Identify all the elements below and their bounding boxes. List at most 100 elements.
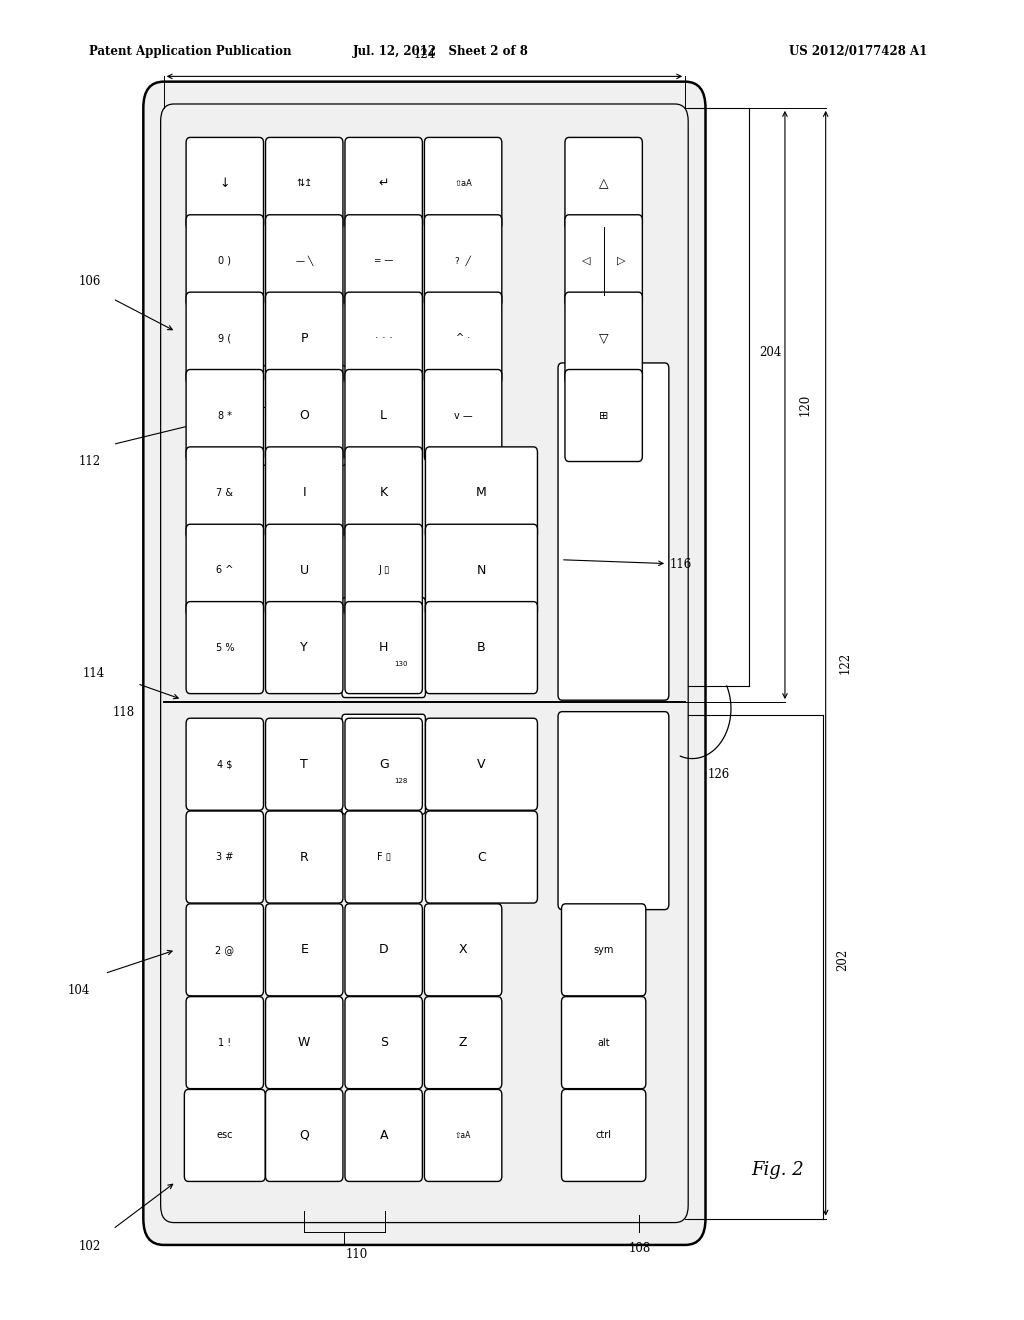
Text: 3 #: 3 # [216,851,233,862]
Text: 204: 204 [760,346,782,359]
Text: E: E [300,944,308,956]
FancyBboxPatch shape [565,292,642,384]
FancyBboxPatch shape [342,714,425,814]
FancyBboxPatch shape [424,215,502,306]
Text: Y: Y [300,642,308,655]
Text: v —: v — [454,411,472,421]
Text: M: M [476,486,486,499]
Text: 110: 110 [346,1247,369,1261]
Text: 106: 106 [78,275,100,288]
Text: ↓: ↓ [219,177,230,190]
FancyBboxPatch shape [425,447,538,539]
FancyBboxPatch shape [265,997,343,1089]
FancyBboxPatch shape [143,82,706,1245]
FancyBboxPatch shape [186,370,263,462]
Text: F ▯: F ▯ [377,851,391,862]
FancyBboxPatch shape [265,137,343,230]
Text: 5 %: 5 % [215,643,234,652]
Text: 128: 128 [394,777,408,784]
FancyBboxPatch shape [265,810,343,903]
FancyBboxPatch shape [565,137,642,230]
Text: T: T [300,758,308,771]
FancyBboxPatch shape [424,1089,502,1181]
Text: 8 *: 8 * [218,411,231,421]
Text: Patent Application Publication: Patent Application Publication [89,45,292,58]
FancyBboxPatch shape [186,292,263,384]
Text: ^ ·: ^ · [456,333,470,343]
FancyBboxPatch shape [262,366,346,466]
Text: 7 &: 7 & [216,488,233,498]
Text: 2 @: 2 @ [215,945,234,954]
FancyBboxPatch shape [186,810,263,903]
Text: US 2012/0177428 A1: US 2012/0177428 A1 [790,45,928,58]
Text: — ╲: — ╲ [296,256,313,267]
Text: L: L [380,409,387,422]
FancyBboxPatch shape [345,137,422,230]
Text: 1 !: 1 ! [218,1038,231,1048]
Text: N: N [477,564,486,577]
FancyBboxPatch shape [265,292,343,384]
Text: 126: 126 [708,768,730,781]
Text: ⇅↥: ⇅↥ [296,178,312,189]
Text: 104: 104 [68,983,90,997]
Text: S: S [380,1036,388,1049]
Text: ⊞: ⊞ [599,411,608,421]
Text: B: B [477,642,485,655]
FancyBboxPatch shape [561,997,646,1089]
FancyBboxPatch shape [265,602,343,693]
Text: ?  ╱: ? ╱ [456,256,471,267]
Text: ⇧aA: ⇧aA [455,180,472,187]
Text: ⇧aA: ⇧aA [455,1131,471,1140]
FancyBboxPatch shape [424,137,502,230]
Text: W: W [298,1036,310,1049]
FancyBboxPatch shape [342,598,425,697]
FancyBboxPatch shape [186,447,263,539]
FancyBboxPatch shape [184,1089,265,1181]
Text: I: I [302,486,306,499]
FancyBboxPatch shape [265,718,343,810]
FancyBboxPatch shape [265,524,343,616]
Text: 4 $: 4 $ [217,759,232,770]
Text: Jul. 12, 2012   Sheet 2 of 8: Jul. 12, 2012 Sheet 2 of 8 [353,45,528,58]
Text: H: H [379,642,388,655]
FancyBboxPatch shape [424,292,502,384]
FancyBboxPatch shape [424,904,502,995]
FancyBboxPatch shape [265,370,343,462]
Text: 124: 124 [414,48,435,61]
FancyBboxPatch shape [425,524,538,616]
FancyBboxPatch shape [345,215,422,306]
FancyBboxPatch shape [345,718,422,810]
FancyBboxPatch shape [186,997,263,1089]
Text: ◁: ◁ [582,256,591,265]
FancyBboxPatch shape [345,292,422,384]
Text: Fig. 2: Fig. 2 [752,1162,804,1179]
FancyBboxPatch shape [565,215,642,306]
Text: V: V [477,758,485,771]
Text: 0 ): 0 ) [218,256,231,265]
FancyBboxPatch shape [265,1089,343,1181]
Text: sym: sym [594,945,613,954]
Text: J ▯: J ▯ [378,565,389,576]
Text: X: X [459,944,467,956]
Text: ▷: ▷ [616,256,626,265]
Text: ▽: ▽ [599,331,608,345]
FancyBboxPatch shape [558,363,669,700]
Text: 9 (: 9 ( [218,333,231,343]
FancyBboxPatch shape [186,215,263,306]
FancyBboxPatch shape [424,370,502,462]
FancyBboxPatch shape [345,524,422,616]
Text: esc: esc [216,1130,233,1140]
FancyBboxPatch shape [561,904,646,995]
Text: 112: 112 [78,455,100,469]
FancyBboxPatch shape [345,810,422,903]
Text: G: G [379,758,388,771]
FancyBboxPatch shape [425,810,538,903]
FancyBboxPatch shape [265,215,343,306]
Text: 130: 130 [394,661,408,667]
Text: 102: 102 [78,1239,100,1253]
Text: = —: = — [374,256,393,265]
Text: U: U [300,564,309,577]
FancyBboxPatch shape [345,602,422,693]
Text: 120: 120 [798,393,811,416]
FancyBboxPatch shape [424,997,502,1089]
